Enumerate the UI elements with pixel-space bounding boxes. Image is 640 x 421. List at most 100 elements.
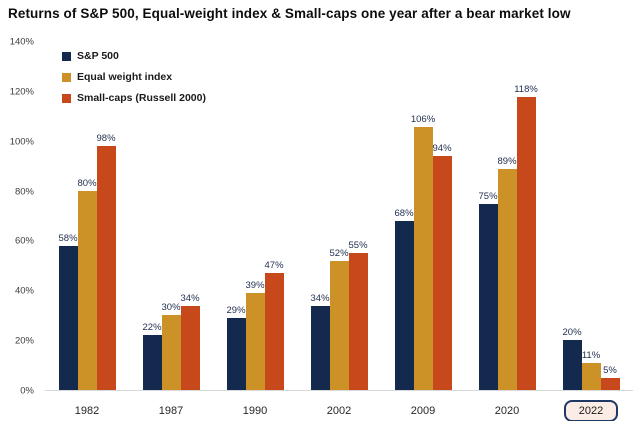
bar-value-label: 55% [348, 240, 368, 252]
bar [226, 317, 246, 390]
bar-value-label: 94% [432, 143, 452, 155]
bar-cell: 30% [161, 42, 181, 390]
bar-value-label: 47% [264, 260, 284, 272]
bar [413, 126, 433, 390]
x-axis: 1982 1987 1990 2002 2009 2020 2022 [45, 395, 633, 421]
x-axis-cell: 1982 [45, 395, 129, 421]
bar-cell: 34% [180, 42, 200, 390]
x-axis-label: 2002 [326, 405, 352, 417]
bar [58, 245, 78, 390]
bar [180, 305, 200, 390]
bar-group: 34% 52% 55% [297, 42, 381, 390]
x-axis-cell: 2002 [297, 395, 381, 421]
x-axis-label-highlighted: 2022 [563, 400, 619, 421]
x-axis-label: 1990 [242, 405, 268, 417]
legend-label: Small-caps (Russell 2000) [77, 92, 206, 104]
legend-item: S&P 500 [62, 50, 206, 62]
bar-value-label: 52% [329, 247, 349, 259]
bar-value-label: 29% [226, 304, 246, 316]
bar-value-label: 34% [180, 292, 200, 304]
x-axis-cell: 2009 [381, 395, 465, 421]
bar [329, 260, 349, 390]
bar [562, 340, 582, 390]
x-axis-cell: 2020 [465, 395, 549, 421]
y-axis: 0% 20% 40% 60% 80% 100% 120% 140% [0, 37, 40, 397]
legend-item: Small-caps (Russell 2000) [62, 92, 206, 104]
y-axis-tick-label: 60% [14, 235, 34, 247]
bar [600, 377, 620, 390]
y-axis-tick-label: 80% [14, 186, 34, 198]
bar-cell: 98% [96, 42, 116, 390]
bar [478, 203, 498, 390]
bar-cell: 68% [394, 42, 414, 390]
x-axis-label: 2009 [410, 405, 436, 417]
bar-value-label: 68% [394, 207, 414, 219]
bar [394, 220, 414, 390]
legend-label: S&P 500 [77, 50, 119, 62]
bar-value-label: 118% [514, 83, 538, 95]
bar [310, 305, 330, 390]
bar-value-label: 58% [58, 232, 78, 244]
bar-group: 68% 106% 94% [381, 42, 465, 390]
bar-cell: 39% [245, 42, 265, 390]
bar-cell: 118% [514, 42, 538, 390]
bar [516, 96, 536, 390]
x-axis-label: 1982 [74, 405, 100, 417]
bar-cell: 5% [600, 42, 620, 390]
bar-cell: 29% [226, 42, 246, 390]
bar-value-label: 11% [581, 349, 601, 361]
bar-value-label: 20% [562, 327, 582, 339]
bar-group: 29% 39% 47% [213, 42, 297, 390]
legend: S&P 500 Equal weight index Small-caps (Rus… [62, 50, 206, 113]
bar-value-label: 39% [245, 280, 265, 292]
bar [264, 273, 284, 390]
x-axis-label: 2020 [494, 405, 520, 417]
legend-label: Equal weight index [77, 71, 173, 83]
bar-value-label: 89% [497, 155, 517, 167]
bar-value-label: 106% [410, 113, 436, 125]
legend-swatch-icon [62, 72, 71, 82]
bar-value-label: 22% [142, 322, 162, 334]
bar-cell: 22% [142, 42, 162, 390]
bar [245, 293, 265, 390]
plot-area: 58% 80% 98% 22% 30% 34% 29% 39% 47% 34% 52% 55% 68% 1… [45, 42, 633, 391]
bar [497, 168, 517, 390]
chart-title: Returns of S&P 500, Equal-weight index &… [8, 6, 571, 21]
bar-cell: 89% [497, 42, 517, 390]
legend-swatch-icon [62, 93, 71, 103]
bar-group: 75% 89% 118% [465, 42, 549, 390]
bar-value-label: 98% [96, 133, 116, 145]
bar-value-label: 75% [478, 190, 498, 202]
bar-value-label: 80% [77, 178, 97, 190]
bar-cell: 106% [410, 42, 436, 390]
bar [96, 146, 116, 390]
bar [581, 362, 601, 390]
bar-group: 22% 30% 34% [129, 42, 213, 390]
bar-chart: 0% 20% 40% 60% 80% 100% 120% 140% 58% 80% 98% 22% 3… [0, 37, 640, 421]
bar-cell: 20% [562, 42, 582, 390]
x-axis-cell: 1987 [129, 395, 213, 421]
bar-cell: 55% [348, 42, 368, 390]
bar-cell: 75% [478, 42, 498, 390]
bar-cell: 11% [581, 42, 601, 390]
y-axis-tick-label: 100% [9, 136, 34, 148]
bar-cell: 34% [310, 42, 330, 390]
bar [142, 335, 162, 390]
bar-cell: 58% [58, 42, 78, 390]
x-axis-label: 1987 [158, 405, 184, 417]
bar-value-label: 34% [310, 292, 330, 304]
y-axis-tick-label: 0% [20, 385, 34, 397]
bar [432, 156, 452, 390]
bar-group: 58% 80% 98% [45, 42, 129, 390]
x-axis-cell: 1990 [213, 395, 297, 421]
bar [348, 253, 368, 390]
y-axis-tick-label: 40% [14, 285, 34, 297]
y-axis-tick-label: 120% [9, 86, 34, 98]
bar-group: 20% 11% 5% [549, 42, 633, 390]
bar [77, 191, 97, 390]
bar-cell: 52% [329, 42, 349, 390]
legend-item: Equal weight index [62, 71, 206, 83]
y-axis-tick-label: 140% [9, 36, 34, 48]
legend-swatch-icon [62, 51, 71, 61]
